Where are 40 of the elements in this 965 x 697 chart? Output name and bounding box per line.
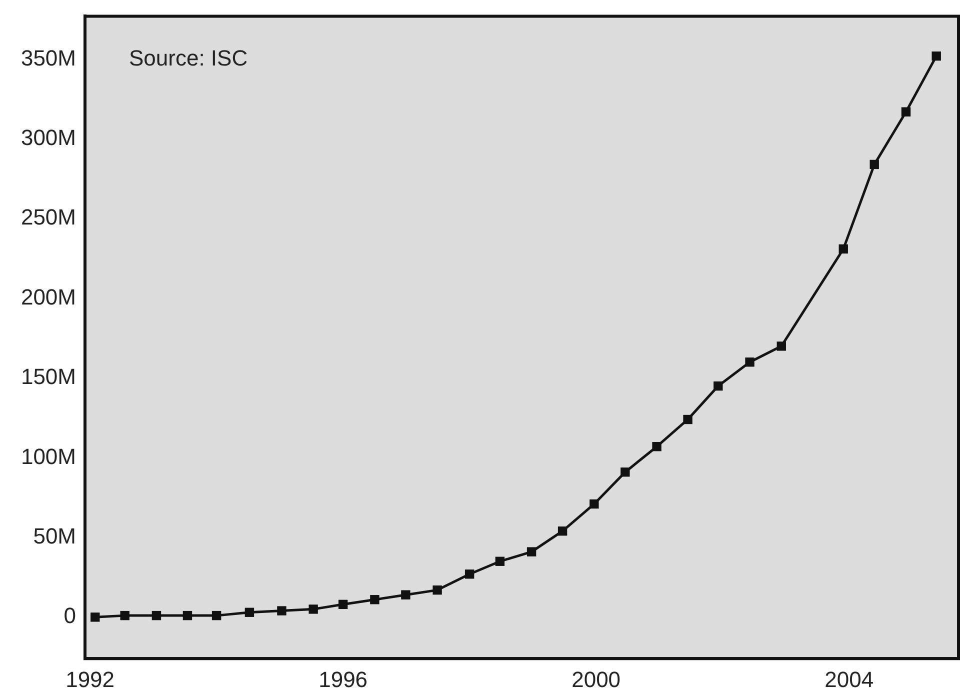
point bbox=[370, 595, 380, 604]
point bbox=[683, 414, 692, 424]
point bbox=[745, 358, 754, 367]
point bbox=[526, 547, 536, 556]
point bbox=[244, 608, 254, 617]
point bbox=[838, 244, 848, 254]
point bbox=[620, 468, 630, 477]
y-tick-label: 0 bbox=[64, 603, 76, 628]
point bbox=[120, 610, 130, 620]
point bbox=[558, 526, 568, 536]
annotation: Source: ISC bbox=[129, 45, 248, 70]
point bbox=[776, 342, 786, 351]
point bbox=[495, 556, 505, 566]
y-tick-label: 150M bbox=[20, 364, 76, 390]
point bbox=[90, 612, 100, 622]
point bbox=[338, 600, 348, 609]
y-tick-label: 100M bbox=[20, 444, 76, 469]
point bbox=[652, 442, 662, 452]
point bbox=[182, 610, 192, 620]
point bbox=[212, 610, 222, 620]
point bbox=[714, 381, 723, 391]
point bbox=[432, 585, 442, 595]
point bbox=[277, 606, 286, 616]
y-tick-label: 200M bbox=[20, 284, 76, 310]
x-tick-label: 2004 bbox=[824, 666, 874, 692]
point bbox=[870, 160, 879, 170]
point bbox=[308, 604, 318, 614]
y-tick-label: 350M bbox=[20, 45, 76, 70]
x-tick-label: 1992 bbox=[66, 666, 115, 692]
point bbox=[901, 107, 911, 116]
x-tick-label: 1996 bbox=[318, 666, 368, 692]
point bbox=[401, 590, 410, 600]
point bbox=[932, 51, 941, 61]
y-tick-label: 250M bbox=[20, 204, 76, 230]
point bbox=[464, 570, 474, 579]
y-tick-label: 300M bbox=[20, 125, 76, 150]
point bbox=[590, 499, 599, 509]
x-tick-label: 2000 bbox=[572, 666, 621, 692]
y-tick-label: 50M bbox=[33, 524, 76, 549]
point bbox=[152, 610, 162, 620]
